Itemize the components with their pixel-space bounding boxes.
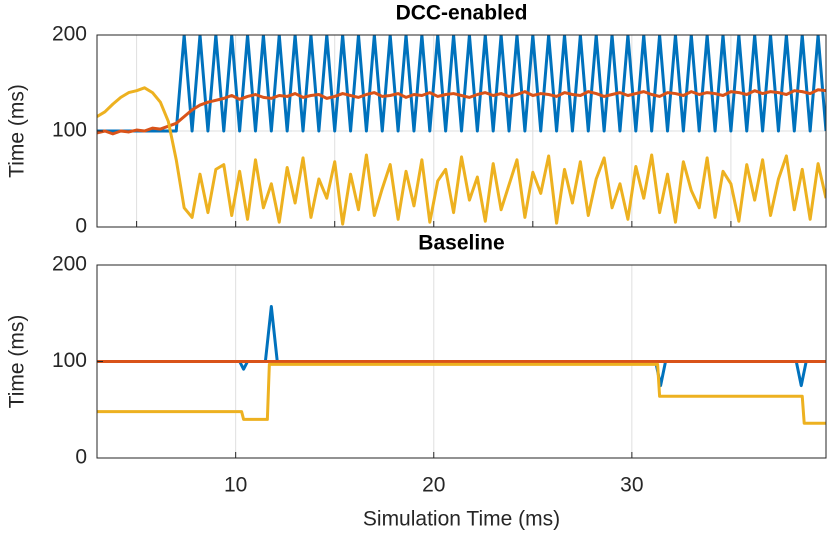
y-axis-label: Time (ms) [6, 315, 29, 409]
y-tick-label: 0 [75, 215, 87, 238]
x-tick-label: 10 [224, 474, 247, 497]
series-line [97, 88, 826, 136]
series-group [97, 305, 826, 425]
y-axis-label: Time (ms) [6, 84, 29, 178]
series-group [97, 35, 826, 226]
series-line [97, 305, 826, 388]
y-tick-label: 100 [52, 119, 87, 142]
series-line [97, 362, 826, 425]
x-tick-label: 30 [620, 474, 643, 497]
chart-title: Baseline [418, 232, 504, 255]
y-tick-label: 100 [52, 349, 87, 372]
series-line [97, 86, 826, 226]
x-tick-label: 20 [422, 474, 445, 497]
y-tick-label: 200 [52, 253, 87, 276]
series-line [97, 35, 826, 133]
x-axis-label: Simulation Time (ms) [363, 508, 560, 531]
y-tick-label: 200 [52, 23, 87, 46]
y-tick-label: 0 [75, 446, 87, 469]
chart-title: DCC-enabled [396, 2, 528, 25]
